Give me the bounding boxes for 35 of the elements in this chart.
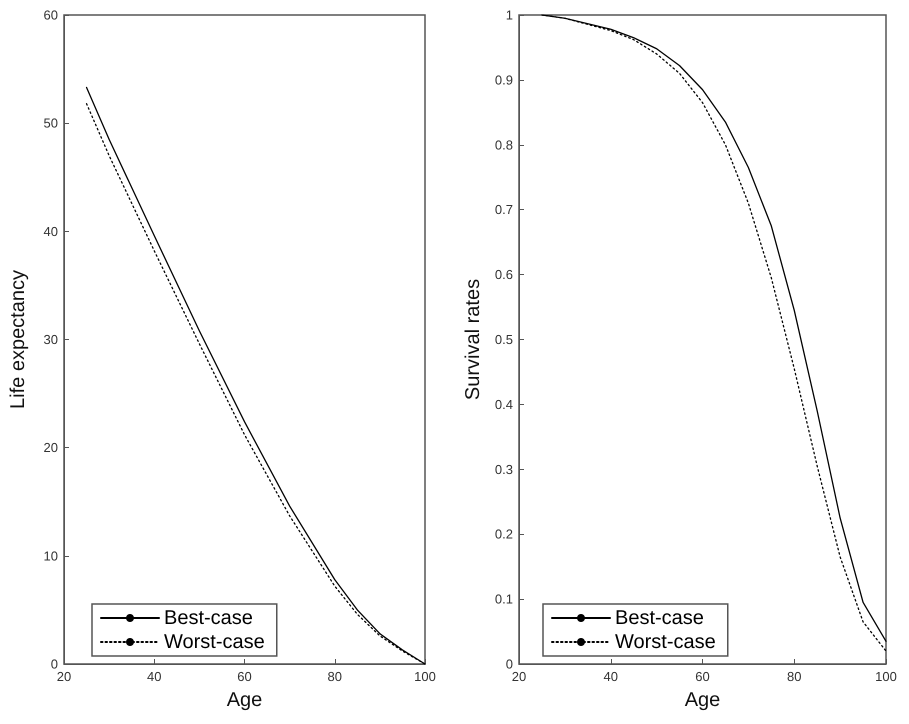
x-tick-label: 60 [695, 669, 710, 684]
y-axis-title: Survival rates [462, 278, 484, 400]
legend-label: Best-case [164, 607, 253, 629]
x-tick-label: 40 [604, 669, 618, 684]
y-tick-label: 0.5 [494, 332, 513, 347]
legend-label: Worst-case [164, 631, 265, 653]
x-tick-label: 80 [787, 669, 802, 684]
y-tick-label: 0.3 [494, 462, 513, 477]
y-tick-label: 30 [44, 332, 58, 347]
y-tick-label: 0.9 [494, 72, 513, 88]
y-tick-label: 0 [50, 656, 58, 672]
y-tick-label: 0.7 [494, 202, 513, 218]
y-tick-label: 20 [44, 440, 58, 456]
legend-label: Best-case [615, 607, 704, 629]
y-tick-label: 40 [44, 224, 58, 239]
y-tick-label: 0 [506, 656, 513, 672]
y-tick-label: 10 [44, 548, 58, 564]
x-tick-label: 100 [414, 669, 436, 684]
x-tick-label: 20 [56, 669, 72, 684]
y-tick-label: 1 [506, 8, 513, 22]
y-tick-label: 60 [44, 8, 58, 22]
x-tick-label: 100 [875, 669, 897, 684]
x-axis-title: Age [684, 689, 720, 711]
y-tick-label: 0.6 [494, 267, 513, 282]
y-tick-label: 0.4 [494, 396, 513, 412]
x-tick-label: 60 [237, 669, 252, 684]
y-axis-title: Life expectancy [7, 270, 29, 409]
y-tick-label: 0.8 [494, 137, 513, 152]
x-axis-title: Age [226, 689, 262, 711]
y-tick-label: 0.1 [494, 592, 513, 607]
x-tick-label: 80 [328, 669, 342, 684]
x-tick-label: 40 [147, 669, 162, 684]
y-tick-label: 50 [44, 116, 58, 131]
y-tick-label: 0.2 [494, 526, 513, 542]
legend-label: Worst-case [615, 631, 716, 653]
